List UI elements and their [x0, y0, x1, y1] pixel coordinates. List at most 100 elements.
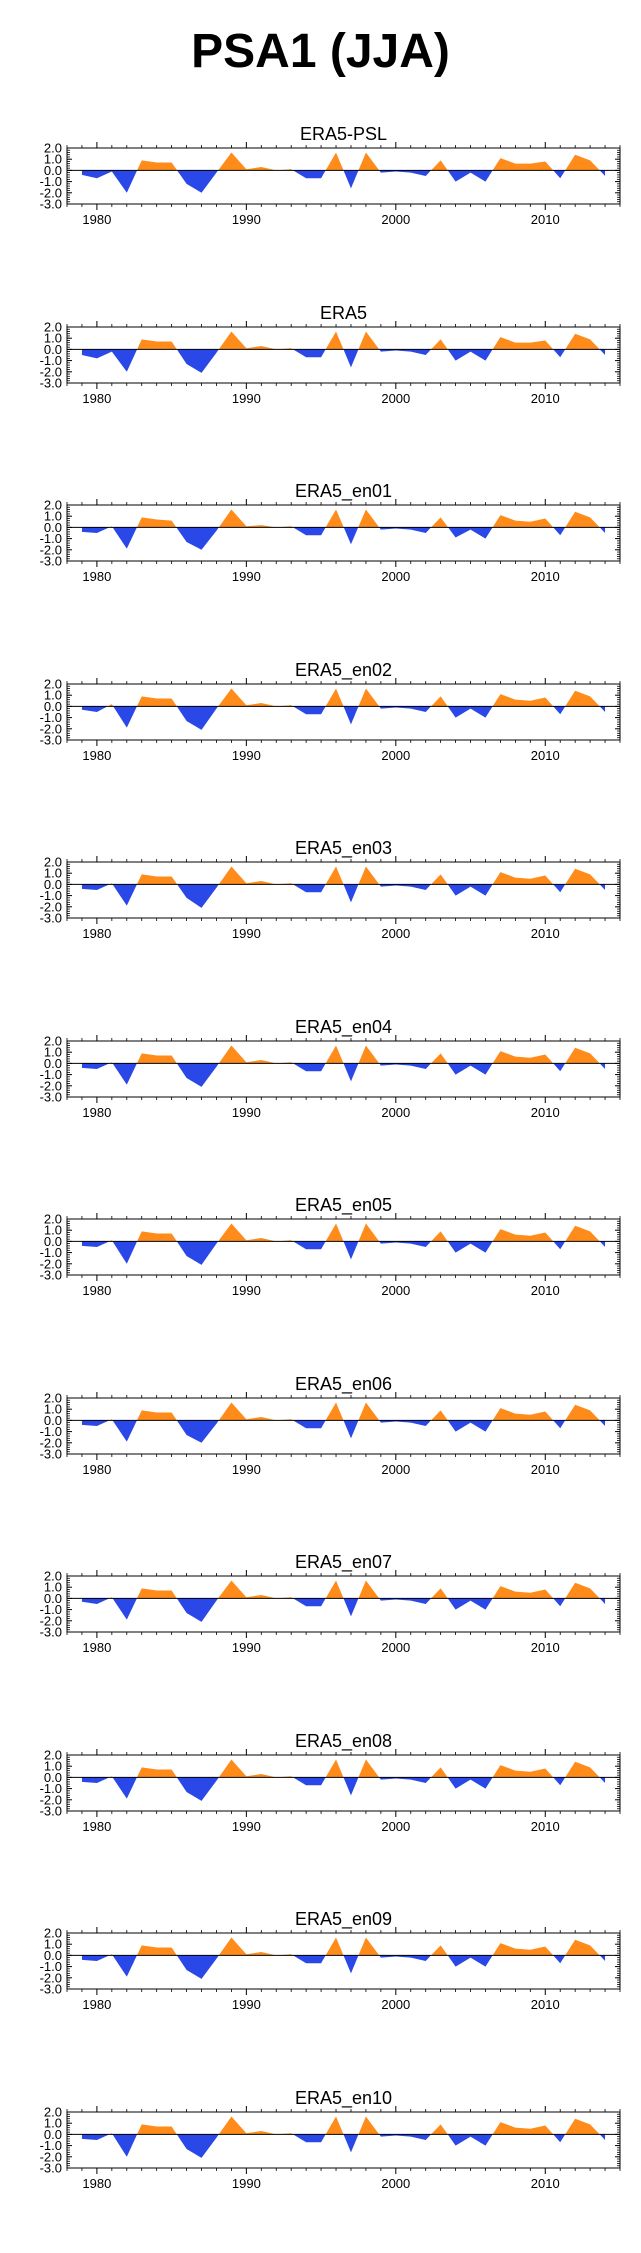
positive-area: [109, 1402, 600, 1421]
y-tick-label: 0.0: [44, 342, 62, 357]
page-title: PSA1 (JJA): [191, 25, 450, 78]
plot-frame: [66, 1575, 621, 1633]
positive-area: [109, 866, 600, 885]
x-tick-label: 2000: [381, 1462, 410, 1477]
y-tick-label: 2.0: [44, 1926, 62, 1941]
y-tick-label: -3.0: [40, 554, 62, 569]
x-tick-label: 1980: [82, 1997, 111, 2012]
x-tick-label: 2010: [531, 1997, 560, 2012]
x-tick-label: 2010: [531, 1105, 560, 1120]
x-tick-label: 2010: [531, 748, 560, 763]
x-tick-label: 1990: [232, 391, 261, 406]
x-tick-label: 2000: [381, 926, 410, 941]
x-tick-label: 1990: [232, 1640, 261, 1655]
x-tick-label: 1980: [82, 1819, 111, 1834]
panel: ERA5-PSL -3.0-2.0-1.00.01.02.0 1980 1990 200…: [40, 124, 621, 227]
x-tick-label: 1980: [82, 1462, 111, 1477]
x-tick-label: 2010: [531, 212, 560, 227]
y-tick-label: 2.0: [44, 1212, 62, 1227]
y-tick-label: 2.0: [44, 2105, 62, 2120]
negative-area: [81, 706, 606, 730]
positive-area: [109, 1759, 600, 1778]
x-tick-label: 2010: [531, 1640, 560, 1655]
x-tick-label: 2010: [531, 1462, 560, 1477]
y-tick-label: -2.0: [40, 721, 62, 736]
plot-frame: [66, 326, 621, 384]
x-tick-label: 2000: [381, 569, 410, 584]
y-tick-label: 0.0: [44, 1234, 62, 1249]
panel: ERA5_en04 -3.0-2.0-1.00.01.02.0 1980 1990 20…: [40, 1017, 621, 1120]
x-tick-label: 2010: [531, 569, 560, 584]
negative-area: [81, 349, 606, 373]
negative-area: [81, 1063, 606, 1087]
y-tick-label: 0.0: [44, 520, 62, 535]
panel: ERA5_en07 -3.0-2.0-1.00.01.02.0 1980 1990 20…: [40, 1552, 621, 1655]
plot-frame: [66, 147, 621, 205]
y-tick-label: -3.0: [40, 1090, 62, 1105]
x-tick-label: 1980: [82, 1640, 111, 1655]
panel-title: ERA5: [320, 303, 367, 323]
x-tick-label: 1980: [82, 926, 111, 941]
negative-area: [81, 2134, 606, 2158]
y-tick-label: -3.0: [40, 1268, 62, 1283]
y-tick-label: 2.0: [44, 677, 62, 692]
negative-area: [81, 1955, 606, 1979]
positive-area: [109, 509, 600, 528]
x-tick-label: 2010: [531, 391, 560, 406]
y-tick-label: 2.0: [44, 320, 62, 335]
y-tick-label: -1.0: [40, 1781, 62, 1796]
y-tick-label: 2.0: [44, 1034, 62, 1049]
y-tick-label: 2.0: [44, 855, 62, 870]
negative-area: [81, 884, 606, 908]
x-tick-label: 2000: [381, 1819, 410, 1834]
y-tick-label: -2.0: [40, 185, 62, 200]
x-tick-label: 1980: [82, 1105, 111, 1120]
positive-area: [109, 2116, 600, 2135]
y-tick-label: -3.0: [40, 1447, 62, 1462]
y-tick-label: 0.0: [44, 1591, 62, 1606]
panel-title: ERA5_en04: [295, 1017, 392, 1038]
panel-title: ERA5_en06: [295, 1374, 392, 1395]
y-tick-label: 1.0: [44, 2116, 62, 2131]
x-tick-label: 1990: [232, 1819, 261, 1834]
panel-title: ERA5-PSL: [300, 124, 387, 144]
panel-title: ERA5_en07: [295, 1552, 392, 1573]
y-tick-label: 0.0: [44, 1948, 62, 1963]
x-tick-label: 1980: [82, 569, 111, 584]
y-tick-label: 1.0: [44, 1580, 62, 1595]
y-tick-label: -2.0: [40, 1256, 62, 1271]
plot-frame: [66, 2111, 621, 2169]
y-tick-label: -3.0: [40, 1625, 62, 1640]
y-tick-label: -1.0: [40, 1067, 62, 1082]
x-tick-label: 2000: [381, 391, 410, 406]
y-tick-label: -2.0: [40, 364, 62, 379]
y-tick-label: -1.0: [40, 531, 62, 546]
negative-area: [81, 527, 606, 550]
x-tick-label: 2000: [381, 1105, 410, 1120]
panel: ERA5_en08 -3.0-2.0-1.00.01.02.0 1980 1990 20…: [40, 1731, 621, 1834]
y-tick-label: -3.0: [40, 911, 62, 926]
x-tick-label: 1980: [82, 212, 111, 227]
y-tick-label: 2.0: [44, 1391, 62, 1406]
x-tick-label: 1980: [82, 1283, 111, 1298]
x-tick-label: 1990: [232, 2176, 261, 2191]
negative-area: [81, 1598, 606, 1622]
plot-frame: [66, 504, 621, 562]
plot-frame: [66, 1397, 621, 1455]
x-tick-label: 2000: [381, 748, 410, 763]
y-tick-label: -1.0: [40, 1424, 62, 1439]
y-tick-label: 0.0: [44, 1770, 62, 1785]
y-tick-label: 2.0: [44, 1748, 62, 1763]
y-tick-label: 1.0: [44, 331, 62, 346]
negative-area: [81, 1420, 606, 1443]
positive-area: [137, 331, 600, 350]
panel-title: ERA5_en02: [295, 660, 392, 681]
x-tick-label: 1990: [232, 1105, 261, 1120]
y-tick-label: -1.0: [40, 710, 62, 725]
y-tick-label: -2.0: [40, 1078, 62, 1093]
positive-area: [137, 152, 600, 171]
x-tick-label: 2010: [531, 1283, 560, 1298]
plot-frame: [66, 861, 621, 919]
y-tick-label: 2.0: [44, 1569, 62, 1584]
